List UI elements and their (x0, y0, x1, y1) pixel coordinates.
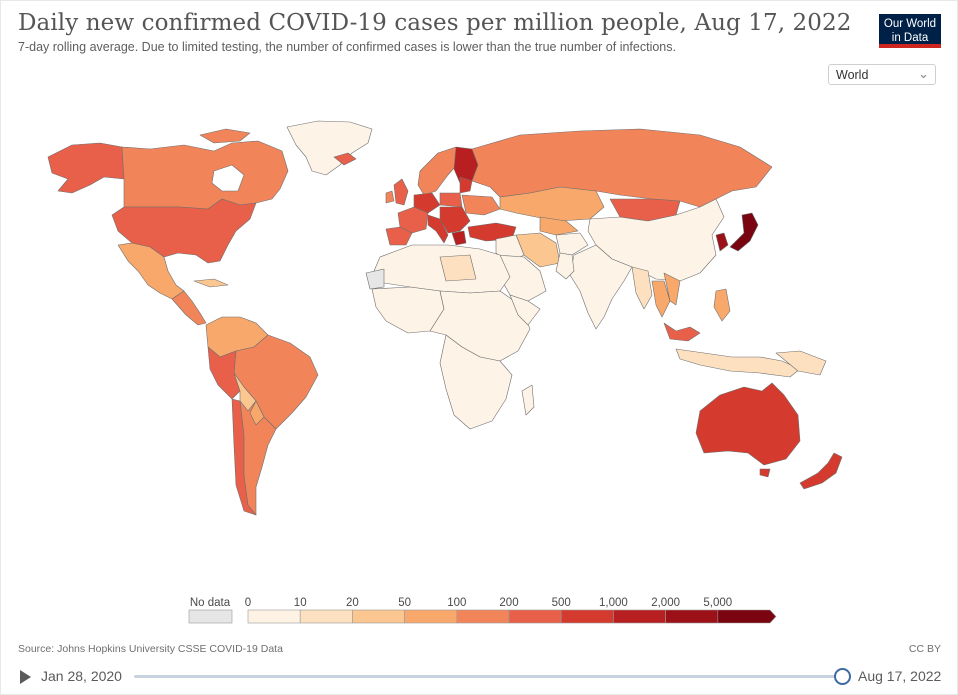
country-germany[interactable] (413, 192, 441, 214)
legend-bin-label: 10 (294, 597, 307, 609)
country-vietnam[interactable] (663, 272, 681, 306)
country-australia[interactable] (695, 382, 801, 466)
country-south-korea[interactable] (715, 232, 729, 252)
logo-line-2: in Data (891, 32, 929, 44)
country-afghanistan[interactable] (555, 232, 589, 256)
legend-no-data-swatch (188, 609, 233, 624)
country-new-zealand[interactable] (799, 452, 843, 490)
country-poland[interactable] (439, 192, 463, 208)
chevron-down-icon: ⌄ (918, 66, 929, 81)
country-canada[interactable] (121, 140, 289, 210)
country-japan[interactable] (729, 212, 759, 252)
hudson-bay (211, 164, 245, 192)
legend-swatch (613, 609, 666, 624)
legend-swatch (717, 609, 777, 624)
country-canada-islands[interactable] (199, 128, 251, 144)
legend-swatch (247, 609, 301, 624)
country-india[interactable] (569, 244, 633, 330)
country-russia[interactable] (471, 128, 773, 208)
legend-swatch (404, 609, 458, 624)
country-malaysia[interactable] (663, 322, 701, 342)
country-myanmar[interactable] (631, 266, 653, 310)
country-horn-africa[interactable] (509, 294, 541, 326)
region-select[interactable]: World ⌄ (828, 64, 936, 85)
country-indonesia[interactable] (675, 348, 801, 378)
country-greece[interactable] (451, 230, 467, 246)
timeline-end-date[interactable]: Aug 17, 2022 (858, 668, 942, 684)
timeline-track[interactable] (134, 675, 842, 678)
country-balkans[interactable] (439, 206, 471, 234)
legend-bin-label: 100 (447, 597, 466, 609)
legend-bin-label: 0 (245, 597, 251, 609)
legend-bins: 0 10 20 50 100 200 500 1,000 2,000 5,000 (245, 597, 777, 624)
region-select-value: World (836, 68, 869, 82)
chart-title: Daily new confirmed COVID-19 cases per m… (18, 10, 852, 36)
country-southern-africa[interactable] (439, 334, 513, 430)
country-uk[interactable] (393, 178, 409, 206)
country-western-sahara[interactable] (365, 268, 385, 290)
legend-swatch (508, 609, 562, 624)
country-papua[interactable] (775, 350, 827, 376)
country-spain[interactable] (385, 226, 413, 246)
timeline: Jan 28, 2020 Aug 17, 2022 (0, 662, 958, 692)
timeline-handle[interactable] (834, 668, 851, 685)
legend-swatch (299, 609, 353, 624)
legend-bin-label: 2,000 (651, 597, 680, 609)
legend-swatch (352, 609, 405, 624)
country-baltics[interactable] (459, 176, 473, 194)
legend-swatch (665, 609, 719, 624)
legend-bin-label: 200 (499, 597, 518, 609)
timeline-start-date[interactable]: Jan 28, 2020 (41, 668, 122, 684)
country-cuba[interactable] (193, 278, 229, 288)
country-ukraine[interactable] (461, 194, 501, 216)
owid-logo[interactable]: Our World in Data (879, 14, 941, 48)
country-central-america[interactable] (171, 290, 207, 326)
country-thailand[interactable] (651, 280, 671, 318)
legend-bin-label: 5,000 (703, 597, 732, 609)
license-label[interactable]: CC BY (908, 643, 941, 655)
country-libya[interactable] (439, 254, 477, 282)
source-note[interactable]: Source: Johns Hopkins University CSSE CO… (18, 643, 283, 655)
country-madagascar[interactable] (521, 384, 535, 416)
country-iceland[interactable] (333, 152, 357, 166)
country-norway[interactable] (417, 146, 461, 196)
country-tasmania[interactable] (759, 468, 771, 478)
legend-swatch (560, 609, 614, 624)
legend-bin-label: 500 (552, 597, 571, 609)
legend-no-data-label: No data (190, 597, 231, 609)
country-ireland[interactable] (385, 190, 395, 204)
world-map[interactable] (0, 95, 958, 590)
country-central-asia[interactable] (539, 216, 579, 236)
chart-subtitle: 7-day rolling average. Due to limited te… (18, 40, 676, 54)
legend-swatch (456, 609, 510, 624)
country-philippines[interactable] (713, 288, 731, 322)
legend-bin-label: 20 (346, 597, 359, 609)
play-icon[interactable] (20, 670, 31, 684)
color-legend: No data 0 10 20 50 100 200 500 1,000 2,000 5,000 (188, 597, 777, 624)
country-greenland[interactable] (286, 120, 373, 176)
country-pakistan[interactable] (555, 252, 575, 280)
logo-line-1: Our World (883, 18, 937, 30)
legend-bin-label: 50 (398, 597, 411, 609)
legend-bin-label: 1,000 (599, 597, 628, 609)
country-north-africa[interactable] (373, 244, 511, 294)
country-paraguay[interactable] (249, 400, 265, 426)
country-alaska[interactable] (47, 142, 125, 194)
